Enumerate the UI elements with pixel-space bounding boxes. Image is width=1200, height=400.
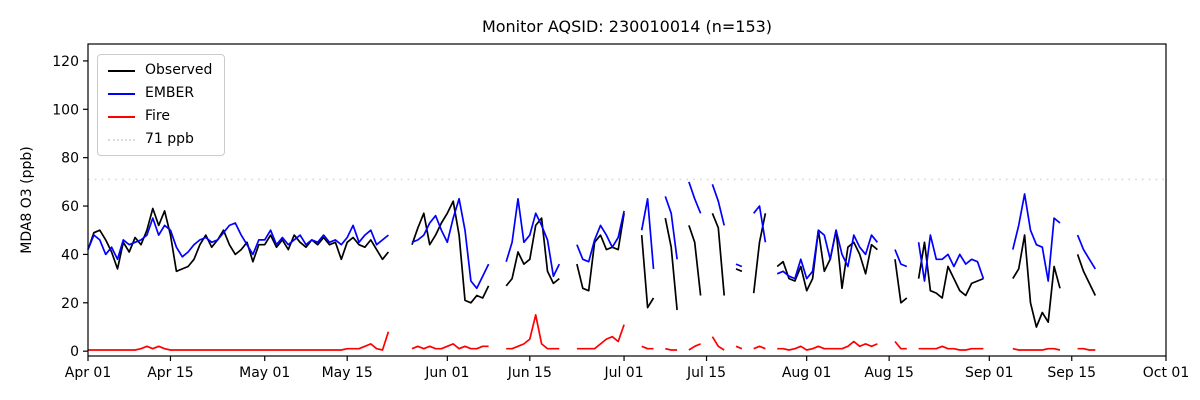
- y-tick-label: 100: [52, 102, 79, 118]
- legend: Observed EMBER Fire 71 ppb: [97, 54, 226, 156]
- x-tick-label: Jul 15: [686, 365, 726, 381]
- legend-item-observed: Observed: [108, 62, 212, 79]
- legend-label-threshold: 71 ppb: [145, 131, 194, 147]
- x-tick-label: Sep 01: [965, 365, 1014, 381]
- axes-frame: [87, 43, 1167, 357]
- observed-line-icon: [108, 69, 135, 72]
- y-tick-label: 20: [61, 296, 79, 312]
- x-tick-label: Aug 15: [864, 365, 914, 381]
- legend-item-threshold: 71 ppb: [108, 131, 212, 148]
- legend-label-fire: Fire: [145, 108, 170, 124]
- legend-label-observed: Observed: [145, 62, 213, 78]
- y-tick-label: 60: [61, 199, 79, 215]
- series-line-ember: [87, 181, 1097, 290]
- y-tick-label: 0: [70, 344, 79, 360]
- x-tick-label: Aug 01: [782, 365, 832, 381]
- x-tick-label: Oct 01: [1143, 365, 1189, 381]
- x-tick-label: Jun 01: [424, 365, 469, 381]
- y-tick-label: 40: [61, 247, 79, 263]
- fire-line-icon: [108, 115, 135, 118]
- ember-line-icon: [108, 92, 135, 95]
- series-line-observed: [87, 200, 1097, 328]
- series-line-fire: [88, 314, 1096, 351]
- x-tick-label: May 01: [239, 365, 290, 381]
- y-tick-label: 120: [52, 54, 79, 70]
- x-tick-label: Sep 15: [1047, 365, 1096, 381]
- x-tick-label: Jul 01: [603, 365, 643, 381]
- x-tick-label: Jun 15: [507, 365, 552, 381]
- x-tick-label: Apr 15: [147, 365, 193, 381]
- y-tick-label: 80: [61, 151, 79, 167]
- threshold-line-icon: [108, 138, 135, 141]
- legend-item-ember: EMBER: [108, 85, 212, 102]
- legend-item-fire: Fire: [108, 108, 212, 125]
- x-tick-label: Apr 01: [65, 365, 111, 381]
- x-tick-label: May 15: [322, 365, 373, 381]
- legend-label-ember: EMBER: [145, 85, 195, 101]
- chart-title: Monitor AQSID: 230010014 (n=153): [481, 17, 773, 36]
